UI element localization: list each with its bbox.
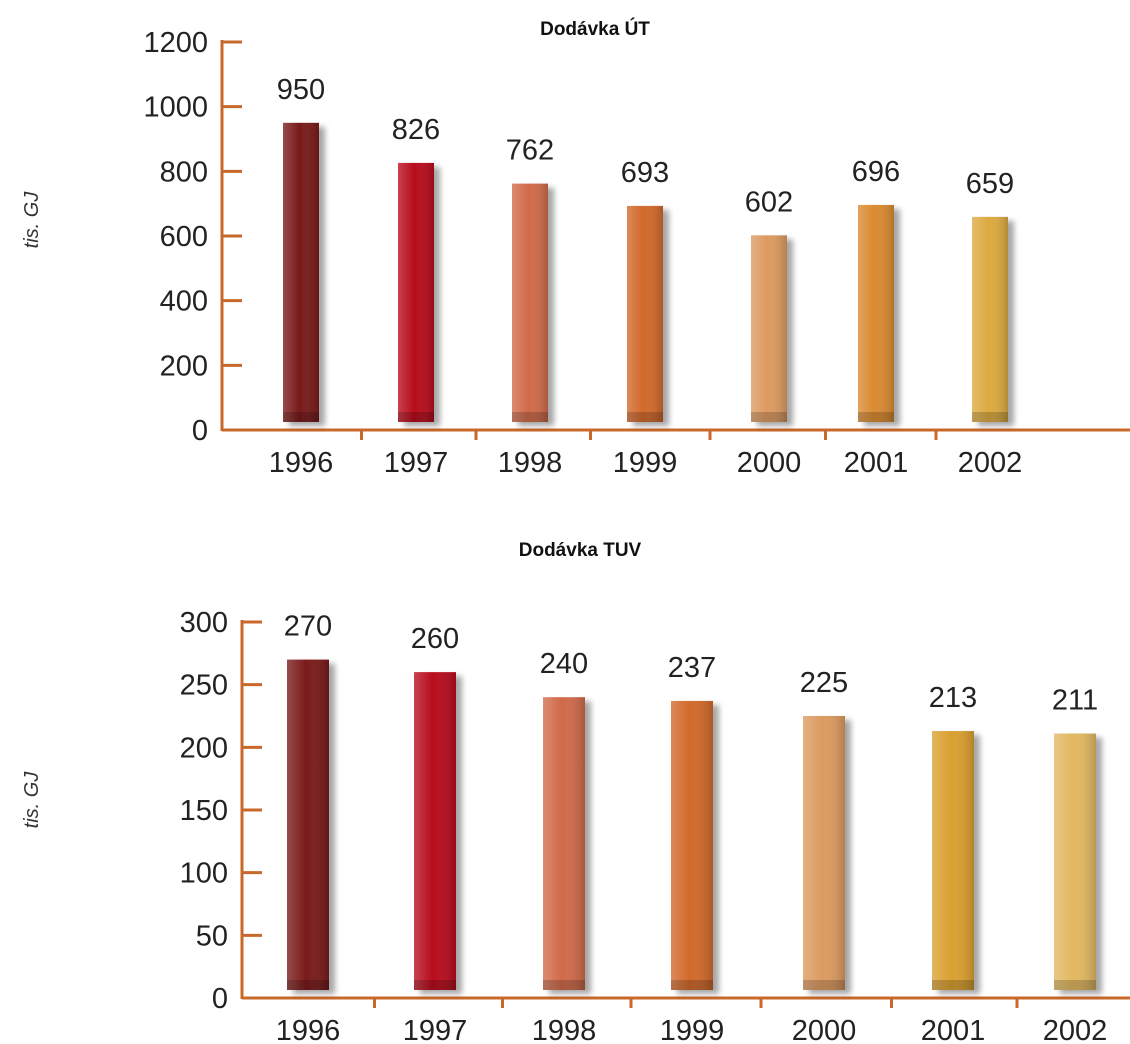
bar-base [803, 980, 845, 990]
bar-base [858, 412, 894, 422]
bar-highlight [543, 697, 585, 990]
bar-base [932, 980, 974, 990]
bar-base [671, 980, 713, 990]
bar-highlight [751, 235, 787, 422]
x-tick-label: 1998 [532, 1015, 597, 1044]
x-tick-label: 1997 [403, 1015, 468, 1044]
bar-highlight [1054, 733, 1096, 990]
value-label: 602 [745, 186, 793, 218]
y-tick-label: 200 [180, 732, 228, 764]
x-tick-label: 1997 [384, 447, 449, 479]
y-tick-label: 50 [196, 920, 228, 952]
bar-highlight [283, 122, 319, 422]
value-label: 693 [621, 157, 669, 189]
x-tick-label: 2000 [792, 1015, 857, 1044]
bar-base [751, 412, 787, 422]
x-tick-label: 1999 [660, 1015, 725, 1044]
value-label: 240 [540, 648, 588, 680]
bar-base [287, 980, 329, 990]
value-label: 260 [411, 623, 459, 655]
bar-highlight [803, 716, 845, 990]
x-tick-label: 2001 [844, 447, 909, 479]
value-label: 826 [392, 114, 440, 146]
y-tick-label: 400 [160, 286, 208, 318]
chart-1-plot: 0 200 400 600 800 1000 1200 950 1996 826 1997 762 19… [143, 27, 1130, 479]
x-tick-label: 2002 [958, 447, 1023, 479]
y-tick-label: 0 [192, 415, 208, 447]
value-label: 762 [506, 135, 554, 167]
y-tick-label: 250 [180, 670, 228, 702]
value-label: 659 [966, 168, 1014, 200]
x-tick-label: 1999 [613, 447, 678, 479]
y-tick-label: 0 [212, 983, 228, 1015]
value-label: 950 [277, 74, 325, 106]
y-tick-label: 300 [180, 607, 228, 639]
bar-highlight [414, 672, 456, 990]
bar-highlight [512, 183, 548, 422]
value-label: 211 [1052, 685, 1098, 717]
x-tick-label: 2000 [737, 447, 802, 479]
bar-base [283, 412, 319, 422]
value-label: 213 [929, 682, 977, 714]
chart-2-title: Dodávka TUV [519, 540, 642, 561]
value-label: 225 [800, 667, 848, 699]
value-label: 696 [852, 156, 900, 188]
value-label: 270 [284, 611, 332, 643]
x-tick-label: 2002 [1043, 1015, 1108, 1044]
bar-highlight [972, 216, 1008, 422]
y-tick-label: 1200 [143, 27, 208, 59]
bar-highlight [627, 205, 663, 422]
bar-highlight [398, 162, 434, 422]
bar-base [627, 412, 663, 422]
bar-highlight [858, 204, 894, 422]
x-tick-label: 2001 [921, 1015, 986, 1044]
y-tick-label: 600 [160, 221, 208, 253]
bar-base [414, 980, 456, 990]
chart-2-y-axis-label: tis. GJ [21, 771, 43, 829]
chart-1-title: Dodávka ÚT [540, 18, 650, 40]
bar-base [398, 412, 434, 422]
bar-highlight [287, 659, 329, 990]
value-label: 237 [668, 652, 716, 684]
bar-highlight [932, 731, 974, 990]
chart-1-y-axis-label: tis. GJ [21, 191, 43, 249]
y-tick-label: 100 [180, 858, 228, 890]
bar-base [1054, 980, 1096, 990]
y-tick-label: 200 [160, 350, 208, 382]
y-tick-label: 150 [180, 795, 228, 827]
x-tick-label: 1996 [276, 1015, 341, 1044]
bar-base [543, 980, 585, 990]
x-tick-label: 1998 [498, 447, 563, 479]
x-tick-label: 1996 [269, 447, 334, 479]
bar-highlight [671, 700, 713, 990]
bar-base [512, 412, 548, 422]
chart-2-plot: 0 50 100 150 200 250 300 270 1996 260 1997 240 1998 2… [180, 607, 1130, 1044]
y-tick-label: 1000 [143, 92, 208, 124]
bar-base [972, 412, 1008, 422]
y-tick-label: 800 [160, 156, 208, 188]
